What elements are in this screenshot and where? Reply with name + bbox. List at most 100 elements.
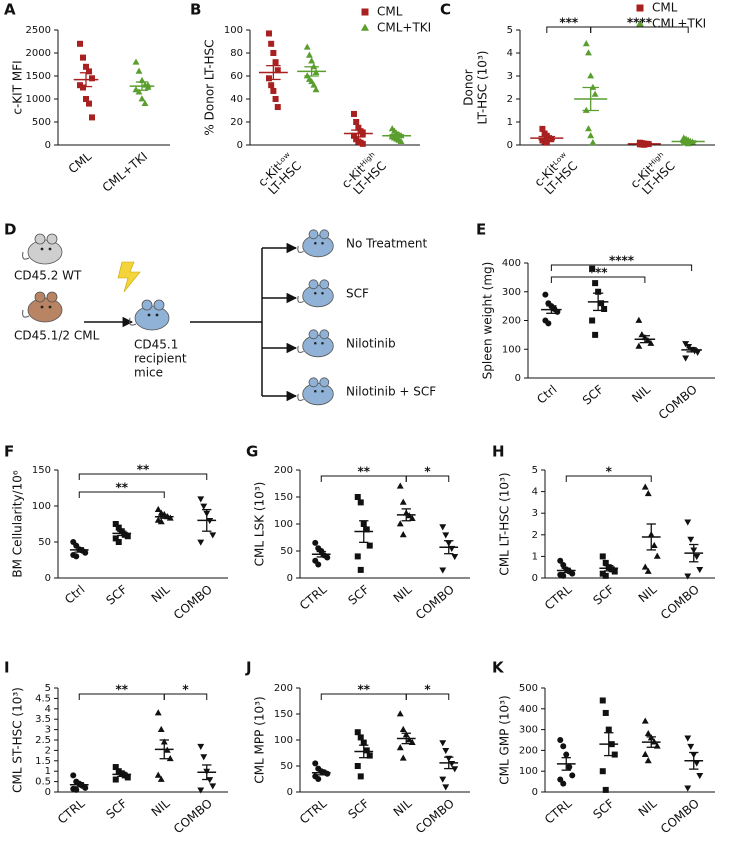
data-point xyxy=(687,743,695,750)
data-point xyxy=(644,730,652,737)
data-point xyxy=(641,717,649,724)
data-point xyxy=(684,140,692,147)
lightning-icon xyxy=(117,261,141,293)
mouse-eye xyxy=(48,305,52,309)
y-tick-label: 3 xyxy=(507,71,513,82)
x-tick-label: NIL xyxy=(391,796,415,819)
panel-label: D xyxy=(4,221,16,239)
data-point xyxy=(543,139,550,146)
mouse-eye xyxy=(314,390,317,393)
data-point xyxy=(557,557,564,564)
data-point xyxy=(157,518,165,525)
y-tick-label: 100 xyxy=(502,344,521,355)
x-tick-label: CTRL xyxy=(542,796,575,827)
data-point xyxy=(560,562,567,569)
y-tick-label: 200 xyxy=(519,745,538,756)
data-point xyxy=(396,710,404,717)
data-point xyxy=(585,125,592,132)
legend-label: CML xyxy=(377,5,403,19)
data-point xyxy=(70,772,77,779)
data-point xyxy=(585,49,592,56)
data-point xyxy=(138,95,146,102)
y-tick-label: 200 xyxy=(274,683,293,694)
x-tick-label: CTRL xyxy=(297,796,330,827)
y-tick-label: 1 xyxy=(45,766,51,777)
data-point xyxy=(308,57,316,64)
data-point xyxy=(396,520,404,527)
x-tick-label: COMBO xyxy=(656,382,700,422)
y-tick-label: 1 xyxy=(532,551,538,562)
data-point xyxy=(644,336,652,344)
data-point xyxy=(312,539,319,546)
mouse-eye xyxy=(40,305,44,309)
y-axis-label: CML LSK (10³) xyxy=(253,482,267,567)
data-point xyxy=(557,737,564,743)
data-point xyxy=(563,751,570,758)
data-point xyxy=(272,59,279,66)
mouse-ear xyxy=(34,291,46,303)
x-tick-label: SCF xyxy=(345,582,372,608)
data-point xyxy=(135,67,143,74)
x-tick-label: NIL xyxy=(636,796,660,819)
significance-label: *** xyxy=(559,16,579,30)
x-tick-label: SCF xyxy=(103,796,130,822)
x-tick-label: SCF xyxy=(345,796,372,822)
data-point xyxy=(324,770,331,777)
x-tick-label: COMBO xyxy=(413,582,457,622)
data-point xyxy=(154,505,162,512)
data-point xyxy=(542,291,549,298)
data-point xyxy=(157,725,165,732)
data-point xyxy=(112,776,119,783)
y-tick-label: 60 xyxy=(230,71,243,82)
y-tick-label: 0 xyxy=(45,787,51,798)
mouse-ear xyxy=(141,299,153,311)
recipient-label: CD45.1 xyxy=(134,338,178,352)
data-point xyxy=(357,773,364,780)
panel-label: I xyxy=(4,659,10,677)
data-point xyxy=(206,777,214,784)
significance-label: * xyxy=(606,465,613,479)
panel-label: G xyxy=(246,443,258,461)
recipient-label: recipient xyxy=(134,352,187,366)
mouse-eye xyxy=(314,242,317,245)
y-tick-label: 2 xyxy=(45,745,51,756)
mouse-ear xyxy=(46,233,58,245)
y-tick-label: 0 xyxy=(532,573,538,584)
data-point xyxy=(82,549,89,556)
data-point xyxy=(157,775,165,782)
y-tick-label: 2.5 xyxy=(35,735,51,746)
panel-label: J xyxy=(245,659,252,677)
mouse-ear xyxy=(319,377,330,388)
y-axis-label: LT-HSC (10³) xyxy=(476,51,490,125)
legend-label: CML xyxy=(652,1,678,15)
data-point xyxy=(442,748,450,755)
significance-bracket xyxy=(550,276,646,283)
y-tick-label: 500 xyxy=(32,117,51,128)
y-tick-label: 400 xyxy=(502,258,521,269)
data-point xyxy=(310,81,318,88)
data-point xyxy=(682,355,690,362)
mouse-ear xyxy=(319,229,330,240)
mouse-ear xyxy=(308,377,319,388)
mouse-tail xyxy=(129,317,137,326)
y-tick-label: 40 xyxy=(230,94,243,105)
data-point xyxy=(154,709,162,716)
data-point xyxy=(560,572,567,579)
panel-label: F xyxy=(4,443,14,461)
y-tick-label: 100 xyxy=(32,501,51,512)
data-point xyxy=(408,514,416,521)
data-point xyxy=(83,96,89,102)
y-tick-label: 150 xyxy=(274,492,293,503)
x-tick-label: SCF xyxy=(590,796,617,822)
y-tick-label: 0 xyxy=(45,573,51,584)
significance-label: * xyxy=(182,683,189,697)
y-tick-label: 3 xyxy=(45,725,51,736)
data-point xyxy=(602,709,609,716)
y-tick-label: 0 xyxy=(515,373,521,384)
significance-label: ** xyxy=(115,683,128,697)
mouse-tail xyxy=(297,245,304,253)
data-point xyxy=(312,760,319,767)
x-tick-label: NIL xyxy=(629,382,653,405)
data-point xyxy=(684,519,692,526)
mouse-eye xyxy=(321,342,324,345)
